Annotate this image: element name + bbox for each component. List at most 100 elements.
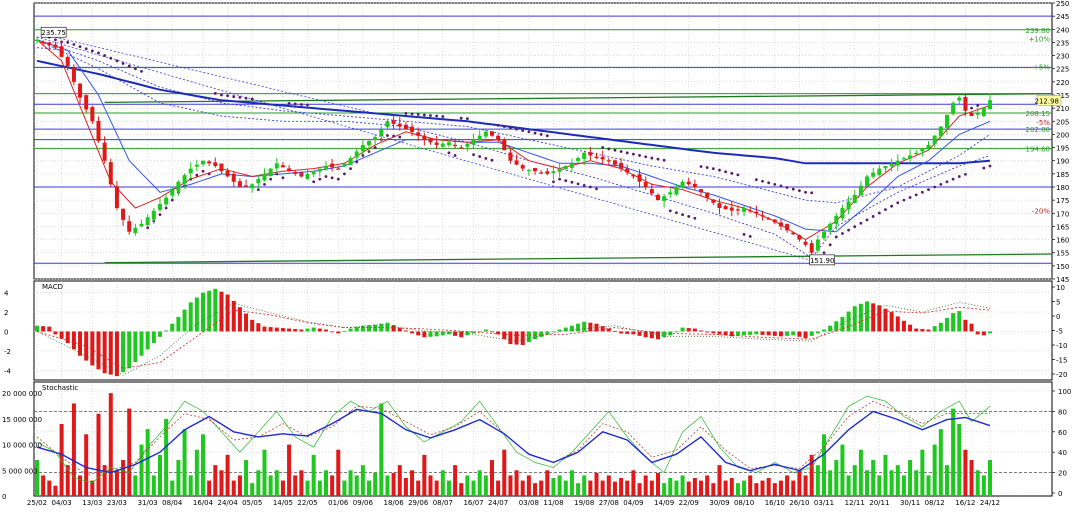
- candle-body: [729, 207, 734, 211]
- candle-body: [311, 171, 316, 175]
- parabolic-sar-dot: [140, 69, 143, 73]
- volume-bar: [840, 444, 845, 496]
- candle-body: [539, 172, 544, 174]
- parabolic-sar-dot: [884, 208, 887, 212]
- volume-bar: [846, 475, 851, 496]
- macd-histogram-bar: [483, 329, 488, 332]
- candle-body: [397, 123, 402, 127]
- macd-histogram-bar: [705, 331, 710, 333]
- volume-bar: [649, 480, 654, 496]
- candle-body: [342, 163, 347, 167]
- candle-body: [717, 203, 722, 209]
- macd-histogram-bar: [213, 288, 218, 332]
- volume-bar: [231, 480, 236, 496]
- volume-bar: [164, 418, 169, 496]
- candle-body: [336, 168, 341, 170]
- macd-axis: 4 2 0 -2 -4 10 5 0 -5 -10 -15 -20: [4, 284, 1067, 379]
- parabolic-sar-dot: [871, 215, 875, 218]
- macd-histogram-bar: [188, 302, 193, 332]
- candle-body: [588, 152, 593, 156]
- candle-body: [367, 141, 372, 146]
- volume-bar: [612, 481, 617, 496]
- candle-body: [772, 219, 777, 223]
- volume-bar: [59, 424, 64, 496]
- candle-body: [791, 232, 796, 235]
- macd-histogram-bar: [729, 331, 734, 337]
- parabolic-sar-dot: [877, 211, 881, 215]
- candle-body: [145, 217, 150, 226]
- macd-left-tick-label: 2: [4, 309, 8, 317]
- candle-body: [496, 135, 501, 140]
- candle-body: [563, 165, 568, 170]
- parabolic-sar-dot: [668, 209, 672, 213]
- price-axis-tick-label: 235: [1056, 39, 1069, 47]
- candle-body: [280, 165, 285, 168]
- candle-body: [35, 39, 39, 41]
- candle-body: [453, 144, 458, 147]
- macd-histogram-bar: [434, 331, 439, 337]
- parabolic-sar-dot: [232, 95, 236, 98]
- volume-bar: [311, 454, 316, 496]
- volume-bar: [139, 444, 144, 496]
- parabolic-sar-dot: [373, 146, 377, 149]
- candle-body: [883, 165, 888, 169]
- parabolic-sar-dot: [945, 180, 949, 184]
- stochastic-slow-line: [36, 400, 990, 476]
- macd-histogram-bar: [778, 331, 783, 337]
- parabolic-sar-dot: [324, 175, 328, 178]
- parabolic-sar-dot: [361, 154, 365, 157]
- candle-body: [520, 165, 525, 169]
- volume-bar: [969, 460, 974, 496]
- macd-histogram-bar: [742, 331, 747, 336]
- parabolic-sar-dot: [970, 106, 973, 110]
- candle-body: [778, 222, 783, 227]
- volume-bar: [397, 465, 402, 496]
- macd-histogram-bar: [280, 328, 285, 332]
- macd-histogram-bar: [502, 331, 507, 340]
- volume-bar: [373, 472, 378, 496]
- volume-bar: [71, 403, 76, 496]
- candle-body: [170, 189, 175, 196]
- volume-bar: [213, 465, 218, 496]
- parabolic-sar-dot: [748, 235, 752, 238]
- candle-body: [182, 175, 187, 184]
- parabolic-sar-dot: [170, 198, 174, 202]
- macd-histogram-bar: [262, 326, 267, 332]
- candle-body: [735, 209, 740, 211]
- volume-bar: [778, 480, 783, 496]
- volume-bar: [766, 478, 771, 496]
- macd-histogram-bar: [895, 316, 900, 332]
- volume-bar: [944, 465, 949, 496]
- volume-bar: [699, 480, 704, 496]
- macd-histogram-bar: [846, 311, 851, 332]
- candle-body: [225, 170, 230, 177]
- candle-body: [477, 135, 482, 141]
- candle-body: [90, 107, 95, 122]
- volume-bar: [754, 483, 759, 496]
- macd-histogram-bar: [588, 322, 593, 332]
- volume-bar: [643, 475, 648, 496]
- macd-histogram-bar: [926, 329, 931, 332]
- macd-histogram-bar: [981, 331, 986, 336]
- price-grid: [34, 2, 1052, 280]
- parabolic-sar-dot: [84, 47, 88, 51]
- price-axis-tick-label: 175: [1056, 197, 1069, 205]
- volume-bar: [299, 470, 304, 496]
- volume-bar: [114, 470, 119, 496]
- volume-bar: [914, 470, 919, 496]
- volume-bar: [96, 413, 101, 496]
- volume-bar: [526, 475, 531, 496]
- volume-bar: [674, 480, 679, 496]
- parabolic-sar-dot: [650, 156, 654, 160]
- x-axis-date-label: 03/11: [814, 499, 834, 507]
- macd-histogram-bar: [735, 331, 740, 336]
- candle-body: [256, 179, 261, 184]
- volume-bar: [219, 470, 224, 496]
- volume-bar: [951, 408, 956, 496]
- macd-histogram-bar: [47, 326, 52, 332]
- candle-body: [748, 210, 753, 212]
- candle-body: [938, 126, 943, 137]
- stochastic-main-line: [36, 408, 991, 474]
- macd-histogram-bar: [348, 328, 353, 332]
- volume-bar: [127, 408, 132, 496]
